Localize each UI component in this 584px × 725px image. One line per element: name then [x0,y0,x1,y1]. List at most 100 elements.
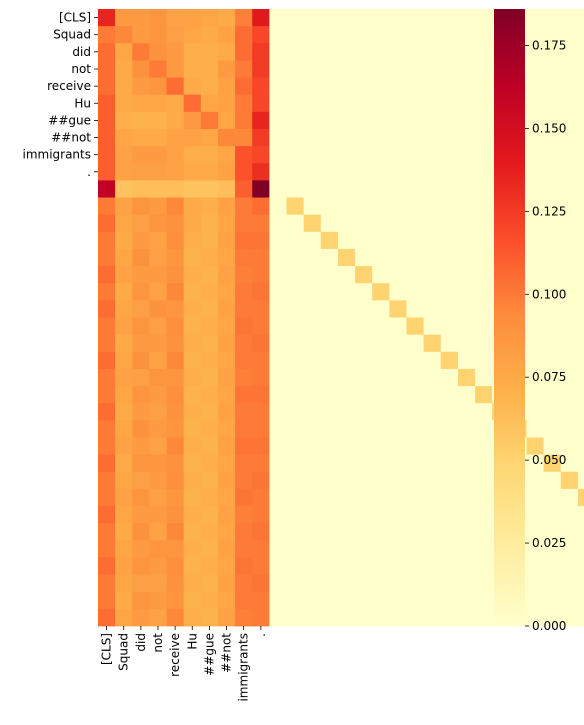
heatmap-cell [303,26,322,44]
heatmap-cell [577,488,584,507]
heatmap-cell [389,300,407,318]
heatmap-cell [132,77,150,96]
heatmap-cell [286,540,305,558]
heatmap-cell [269,523,287,541]
heatmap-cell [183,368,202,387]
heatmap-cell [98,266,116,284]
heatmap-cell [423,591,442,610]
heatmap-cell [337,231,356,250]
heatmap-cell [98,231,116,250]
heatmap-cell [115,574,133,593]
heatmap-cell [577,283,584,301]
heatmap-cell [320,266,339,284]
heatmap-cell [423,248,442,267]
heatmap-cell [457,523,476,541]
heatmap-cell [355,334,373,353]
heatmap-cell [217,146,236,164]
heatmap-cell [132,454,150,473]
heatmap-cell [217,591,236,610]
heatmap-cell [115,266,133,284]
heatmap-cell [560,523,579,541]
heatmap-cell [269,368,287,387]
heatmap-cell [423,197,442,216]
heatmap-cell [183,77,202,96]
heatmap-cell [286,420,305,438]
heatmap-cell [269,94,287,113]
heatmap-cell [372,283,390,301]
heatmap-cell [560,300,579,318]
heatmap-cell [98,163,116,181]
heatmap-cell [200,574,219,593]
heatmap-cell [183,557,202,575]
colorbar-tick-label: 0.000 [532,619,566,633]
heatmap-cell [560,506,579,524]
heatmap-cell [440,523,459,541]
heatmap-cell [252,334,270,353]
heatmap-cell [286,77,305,96]
heatmap-cell [166,94,185,113]
heatmap-cell [149,180,167,198]
heatmap-cell [98,26,116,44]
heatmap-cell [423,540,442,558]
heatmap-cell [475,94,493,113]
heatmap-cell [303,591,322,610]
heatmap-cell [132,351,150,370]
heatmap-cell [269,488,287,507]
heatmap-cell [303,386,322,404]
heatmap-cell [149,471,167,490]
heatmap-cell [115,506,133,524]
heatmap-cell [132,386,150,404]
heatmap-cell [355,43,373,61]
heatmap-cell [183,180,202,198]
heatmap-cell [457,248,476,267]
heatmap-cell [98,197,116,216]
heatmap-cell [98,386,116,404]
heatmap-cell [406,403,425,421]
heatmap-cell [320,180,339,198]
heatmap-cell [183,540,202,558]
heatmap-cell [200,43,219,61]
heatmap-cell [423,608,442,627]
heatmap-cell [423,574,442,593]
heatmap-cell [217,128,236,147]
heatmap-cell [372,43,390,61]
heatmap-cell [149,300,167,318]
heatmap-cell [286,557,305,575]
heatmap-cell [355,437,373,456]
heatmap-cell [200,368,219,387]
heatmap-cell [577,403,584,421]
heatmap-cell [303,506,322,524]
heatmap-cell [132,60,150,78]
heatmap-cell [98,540,116,558]
heatmap-cell [526,488,545,507]
heatmap-cell [235,523,253,541]
colorbar-tick-label: 0.100 [532,287,566,301]
heatmap-cell [303,146,322,164]
heatmap-cell [166,231,185,250]
heatmap-cell [372,180,390,198]
heatmap-cell [98,248,116,267]
heatmap-cell [217,557,236,575]
heatmap-cell [303,368,322,387]
heatmap-cell [440,283,459,301]
heatmap-cell [406,283,425,301]
heatmap-cell [320,214,339,233]
heatmap-cell [217,60,236,78]
heatmap-cell [286,94,305,113]
row-tick-label: [CLS] [59,11,91,25]
heatmap-cell [132,180,150,198]
heatmap-cell [457,403,476,421]
heatmap-cell [235,197,253,216]
heatmap-cell [98,574,116,593]
heatmap-cell [543,26,562,44]
colorbar-tick-label: 0.125 [532,204,566,218]
heatmap-cell [217,248,236,267]
heatmap-cell [440,146,459,164]
heatmap-cell [132,608,150,627]
heatmap-cell [423,43,442,61]
heatmap-cell [577,523,584,541]
heatmap-cell [457,420,476,438]
heatmap-cell [389,386,407,404]
heatmap-cell [457,488,476,507]
heatmap-cell [303,437,322,456]
